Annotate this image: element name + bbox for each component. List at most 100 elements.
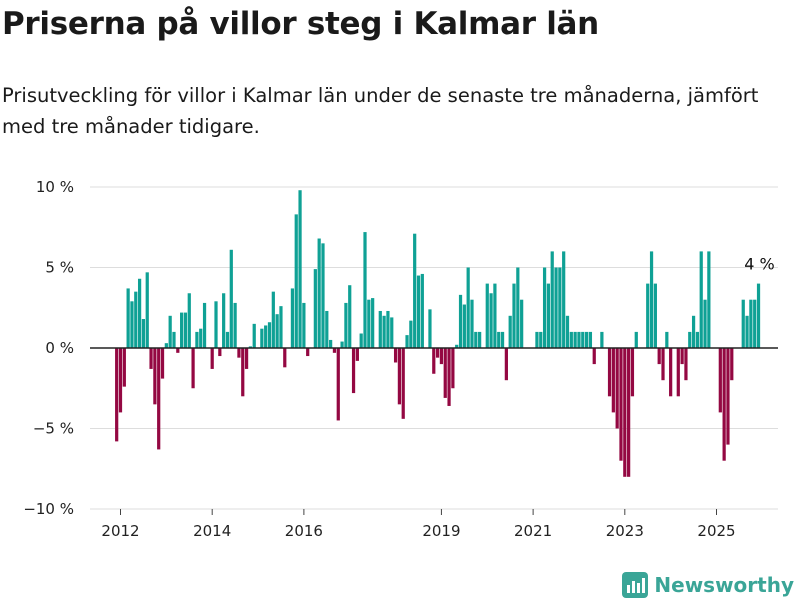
bar [504,348,508,381]
bar [157,348,161,450]
bar [688,331,692,348]
bar [581,331,585,348]
bar [649,251,654,348]
bar [393,348,398,363]
bar [619,348,623,461]
bar [153,348,157,405]
bar [367,299,371,348]
newsworthy-logo: Newsworthy [622,572,794,598]
bar [569,331,573,348]
bar [634,331,638,348]
bar [283,348,287,368]
bar [397,348,402,405]
bar [302,302,306,348]
bar [351,348,356,394]
bar [542,267,547,348]
bar [749,299,753,348]
bar [535,331,539,348]
bar [447,348,451,406]
bar [172,331,176,348]
bar [359,333,363,348]
bar [726,348,730,445]
bar [741,299,745,348]
bar [584,331,589,348]
bar [539,331,543,348]
bar [378,310,382,348]
bar [516,267,520,348]
x-tick-label: 2021 [514,522,552,540]
bar [657,348,661,365]
bar [439,348,444,365]
bar [382,315,386,348]
bar [413,233,417,348]
bar [588,331,593,348]
bar [141,319,146,348]
bar [420,273,424,348]
bar [332,348,337,353]
bar [233,302,237,348]
bar [260,328,264,348]
bar [562,251,566,348]
bar [684,348,688,381]
bar [520,299,524,348]
bar [180,312,184,348]
bar [340,341,344,348]
bar [512,283,516,348]
bar [294,214,298,348]
x-tick-label: 2014 [193,522,231,540]
bar [187,293,191,348]
bar [493,283,497,348]
bar [248,346,253,348]
bar [160,348,165,379]
bar [137,278,142,348]
bar [317,238,321,348]
bar [229,249,233,348]
bar [390,317,394,348]
bar [695,331,700,348]
bar [489,293,493,348]
x-tick-label: 2019 [422,522,460,540]
bar [313,269,317,348]
bar [241,348,245,397]
bar [745,315,749,348]
bar [497,331,501,348]
bar [592,348,596,365]
bar [279,306,283,348]
bar [325,310,329,348]
bar [623,348,627,477]
bar [306,348,310,357]
bar [546,283,551,348]
bar [267,322,272,348]
bar [405,335,409,348]
bar [298,190,302,348]
bar [371,298,375,348]
bar [753,299,757,348]
bar [168,315,172,348]
bar [363,232,367,348]
bar [145,272,149,348]
chart-title: Priserna på villor steg i Kalmar län [2,6,599,42]
bar [355,348,359,361]
bar [699,251,703,348]
bar [225,331,230,348]
bar [191,348,195,389]
bar [669,348,673,397]
latest-value-label: 4 % [744,255,774,274]
bar [703,299,707,348]
y-tick-label: 5 % [45,259,74,277]
bar [615,348,619,429]
bar [202,302,207,348]
x-tick-label: 2023 [606,522,644,540]
bar [329,339,333,348]
chart-subtitle: Prisutveckling för villor i Kalmar län u… [2,84,759,138]
bar [252,323,256,348]
bar [218,348,222,357]
bar [244,348,249,369]
x-tick-label: 2012 [101,522,139,540]
bar [195,331,199,348]
x-tick-label: 2016 [285,522,323,540]
bar [661,348,665,381]
bar [500,331,505,348]
bar [264,325,268,348]
bar [336,348,340,421]
